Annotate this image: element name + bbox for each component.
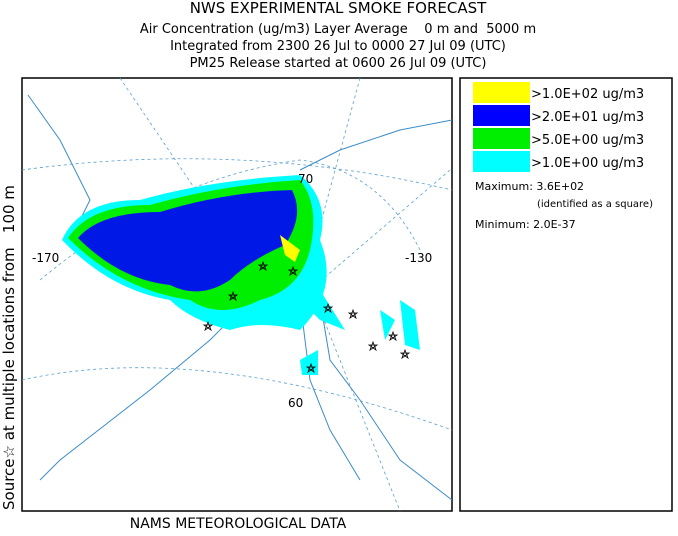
legend: Maximum: 3.6E+02 (identified as a square… <box>459 77 673 512</box>
legend-frame <box>459 77 673 512</box>
legend-label: >1.0E+02 ug/m3 <box>531 87 644 102</box>
footer: NAMS METEOROLOGICAL DATA <box>130 516 347 532</box>
legend-swatch <box>473 82 530 103</box>
graticule <box>21 77 453 512</box>
subtitle: Air Concentration (ug/m3) Layer Average … <box>140 22 536 37</box>
map-label: -130 <box>405 251 432 265</box>
map-label: 70 <box>298 172 313 186</box>
subtitle: Integrated from 2300 26 Jul to 0000 27 J… <box>170 39 506 54</box>
map-label: 60 <box>288 396 303 410</box>
legend-maximum-note: (identified as a square) <box>537 199 653 210</box>
legend-maximum: Maximum: 3.6E+02 <box>475 180 584 193</box>
legend-label: >1.0E+00 ug/m3 <box>531 156 644 171</box>
subtitle: PM25 Release started at 0600 26 Jul 09 (… <box>190 56 487 71</box>
map-label: -170 <box>32 251 59 265</box>
side-label: Source☆ at multiple locations from 100 m <box>0 185 18 510</box>
legend-minimum: Minimum: 2.0E-37 <box>475 218 576 231</box>
title: NWS EXPERIMENTAL SMOKE FORECAST <box>190 0 487 17</box>
plume <box>62 175 420 375</box>
map: -170 -130 70 60 <box>21 77 453 512</box>
legend-swatch <box>473 128 530 149</box>
sources <box>202 260 411 374</box>
legend-swatch <box>473 151 530 172</box>
legend-label: >5.0E+00 ug/m3 <box>531 133 644 148</box>
legend-swatch <box>473 105 530 126</box>
legend-label: >2.0E+01 ug/m3 <box>531 110 644 125</box>
